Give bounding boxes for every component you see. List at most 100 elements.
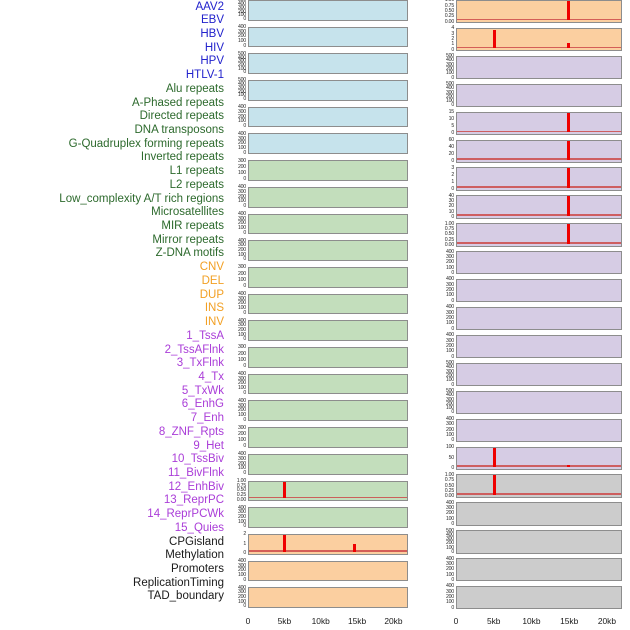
y-tick-label: 0 — [243, 336, 246, 343]
y-tick-label: 3 — [451, 30, 454, 37]
y-tick-label: 0 — [451, 186, 454, 193]
track-L21 — [248, 533, 408, 555]
y-tick-label: 200 — [445, 315, 454, 322]
row-label-8-znf-rpts: 8_ZNF_Rpts — [158, 425, 224, 438]
y-tick-label: 500 — [237, 50, 246, 57]
y-tick-label: 200 — [237, 594, 246, 601]
spike-0 — [567, 196, 571, 216]
y-tick-label: 500 — [445, 360, 454, 367]
track-baseline — [249, 550, 407, 552]
y-tick-label: 0 — [451, 604, 454, 611]
y-tick-label: 400 — [445, 416, 454, 423]
y-tick-label: 1.00 — [444, 220, 454, 227]
y-tick-label: 0 — [243, 229, 246, 236]
row-label-methylation: Methylation — [165, 549, 224, 562]
left-panel-x-axis: 0 5kb 10kb 15kb 20kb — [246, 614, 408, 630]
y-tick-label: 200 — [445, 66, 454, 72]
y-tick-label: 400 — [445, 555, 454, 562]
y-tick-label: 500 — [237, 0, 246, 4]
track-L12 — [248, 293, 408, 315]
row-label-z-dna-motifs: Z-DNA motifs — [155, 247, 224, 260]
y-tick-label: 400 — [237, 24, 246, 31]
y-tick-label: 0 — [243, 256, 246, 263]
track-L4 — [248, 80, 408, 101]
row-label-6-enhg: 6_EnhG — [181, 398, 224, 411]
track-baseline — [457, 46, 621, 49]
row-label-13-reprpc: 13_ReprPC — [163, 494, 224, 507]
row-label-cpgisland: CPGisland — [169, 535, 224, 548]
y-tick-label: 100 — [237, 356, 246, 363]
y-tick-label: 500 — [445, 81, 454, 88]
row-label-cnv: CNV — [199, 261, 224, 274]
track-R11 — [456, 279, 622, 303]
y-tick-label: 1.00 — [444, 471, 454, 478]
y-tick-label: 400 — [237, 104, 246, 111]
row-label-hiv: HIV — [204, 41, 224, 54]
y-tick-label: 500 — [445, 527, 454, 534]
y-tick-label: 0.50 — [444, 482, 454, 489]
track-L6 — [248, 133, 408, 155]
y-tick-label: 200 — [445, 594, 454, 601]
track-L2 — [248, 26, 408, 48]
y-tick-label: 300 — [445, 368, 454, 375]
y-tick-label: 400 — [445, 499, 454, 506]
y-tick-label: 200 — [237, 247, 246, 253]
track-baseline — [457, 130, 621, 132]
y-tick-label: 0 — [451, 576, 454, 583]
x-tick-label: 0 — [453, 616, 459, 626]
y-tick-label: 300 — [237, 242, 246, 249]
row-label-g-quadruplex-forming-repeats: G-Quadruplex forming repeats — [68, 137, 224, 150]
y-tick-label: 0 — [451, 158, 454, 165]
x-tick-label: 20kb — [384, 616, 403, 626]
y-tick-label: 500 — [445, 388, 454, 395]
y-tick-label: 2 — [451, 35, 454, 42]
y-tick-label: 200 — [237, 88, 246, 95]
y-tick-label: 200 — [445, 93, 454, 100]
y-tick-label: 400 — [237, 184, 246, 191]
track-baseline — [457, 186, 621, 188]
y-tick-label: 0 — [451, 46, 454, 53]
y-tick-label: 0 — [243, 122, 246, 129]
y-tick-label: 0.00 — [444, 493, 454, 500]
track-L15 — [248, 373, 408, 395]
track-R2 — [456, 27, 622, 52]
spike-0 — [567, 1, 571, 21]
y-tick-label: 100 — [445, 405, 454, 412]
y-tick-label: 100 — [237, 224, 246, 231]
y-tick-label: 300 — [237, 509, 246, 516]
y-tick-label: 100 — [237, 598, 246, 605]
y-tick-label: 400 — [237, 558, 246, 564]
y-tick-label: 200 — [237, 8, 246, 15]
row-label-dup: DUP — [199, 288, 224, 301]
y-tick-label: 100 — [237, 305, 246, 312]
y-tick-label: 0 — [243, 176, 246, 183]
y-tick-label: 200 — [237, 350, 246, 357]
row-label-9-het: 9_Het — [193, 439, 224, 452]
y-tick-label: 0.00 — [444, 18, 454, 25]
y-tick-label: 400 — [237, 317, 246, 324]
track-L8 — [248, 186, 408, 208]
y-tick-label: 300 — [237, 402, 246, 409]
y-tick-label: 100 — [237, 411, 246, 418]
y-tick-label: 0.75 — [444, 2, 454, 9]
row-label-15-quies: 15_Quies — [174, 521, 224, 534]
y-tick-label: 300 — [237, 157, 246, 164]
track-L13 — [248, 320, 408, 342]
y-tick-label: 2 — [243, 531, 246, 538]
row-label-dna-transposons: DNA transposons — [134, 123, 225, 136]
y-tick-label: 4 — [451, 25, 454, 32]
track-R21 — [456, 558, 622, 582]
row-label-hpv: HPV — [200, 55, 224, 68]
y-tick-label: 300 — [237, 322, 246, 329]
y-tick-label: 1 — [451, 41, 454, 48]
y-tick-label: 0 — [451, 130, 454, 137]
y-tick-label: 100 — [237, 331, 246, 338]
right-panel-x-axis: 0 5kb 10kb 15kb 20kb — [453, 614, 622, 630]
y-tick-label: 1 — [243, 540, 246, 547]
track-L11 — [248, 266, 408, 288]
y-tick-label: 200 — [237, 33, 246, 40]
y-tick-label: 50 — [448, 454, 455, 461]
y-tick-label: 10 — [448, 116, 455, 123]
y-tick-label: 100 — [237, 436, 246, 443]
y-tick-label: 100 — [445, 70, 454, 77]
